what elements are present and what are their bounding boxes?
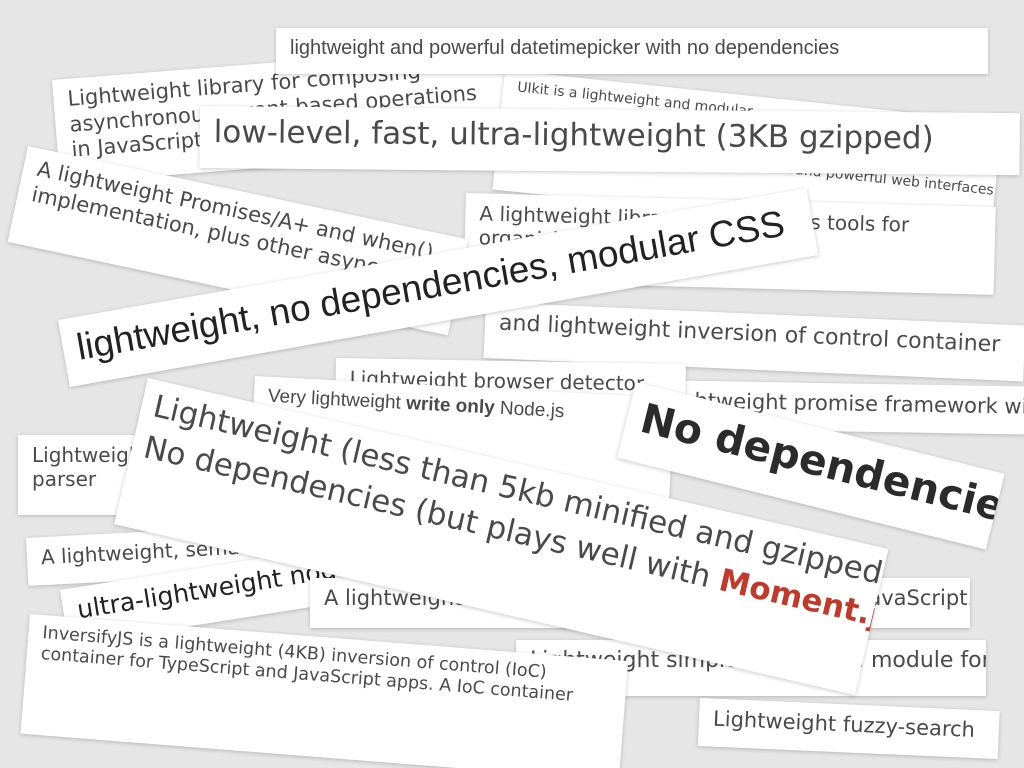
card-inversify: InversifyJS is a lightweight (4KB) inver…	[20, 614, 629, 768]
low-level-text: low-level, fast, ultra-lightweight (3KB …	[213, 114, 934, 157]
card-datetimepicker: lightweight and powerful datetimepicker …	[276, 28, 988, 74]
card-fuzzy-search: Lightweight fuzzy-search	[697, 698, 1000, 760]
inversion-text: and lightweight inversion of control con…	[498, 310, 1001, 358]
write-only-suffix: Node.js	[499, 397, 565, 423]
toolset-suffix: JavaScript. ✨	[862, 586, 970, 610]
fuzzy-search-text: Lightweight fuzzy-search	[712, 706, 976, 743]
parser-line-2: parser	[32, 467, 97, 492]
write-only-bold: write only	[405, 392, 496, 419]
card-low-level: low-level, fast, ultra-lightweight (3KB …	[199, 106, 1020, 176]
datetimepicker-text: lightweight and powerful datetimepicker …	[290, 37, 840, 59]
